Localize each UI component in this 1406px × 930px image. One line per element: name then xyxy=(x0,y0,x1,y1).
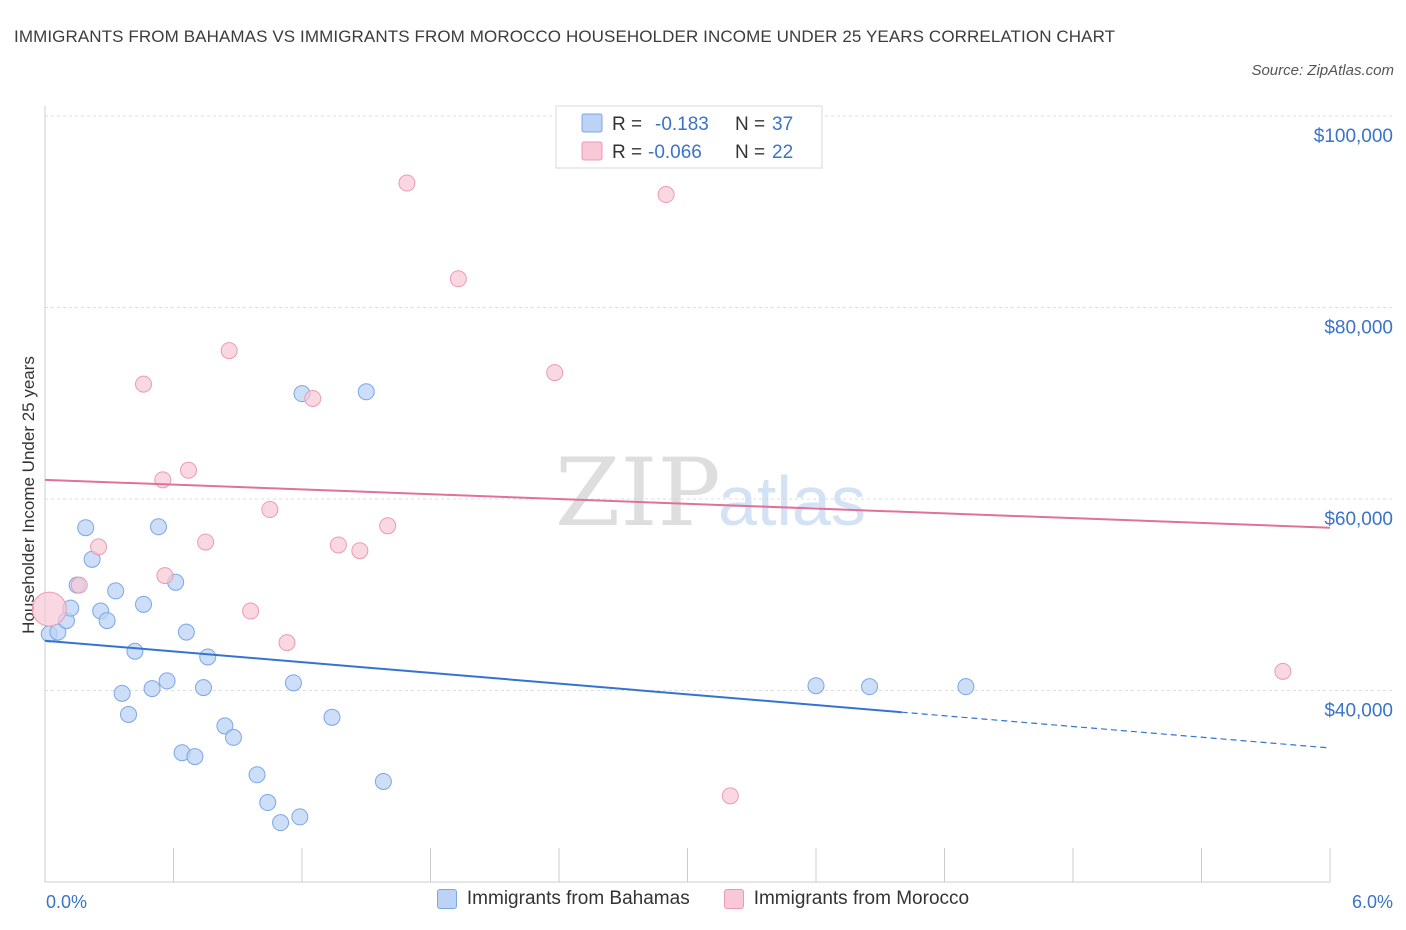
data-point-bahamas xyxy=(77,519,95,537)
bottom-legend-swatch-morocco xyxy=(723,889,744,909)
data-point-bahamas xyxy=(323,708,341,726)
y-tick-label: $80,000 xyxy=(1324,318,1393,339)
grid-lines xyxy=(45,115,1395,691)
data-point-morocco xyxy=(351,542,369,560)
data-point-morocco xyxy=(546,364,564,382)
data-point-morocco xyxy=(261,501,279,519)
data-point-bahamas xyxy=(98,612,116,630)
stats-legend: R = -0.183 N = 37 R = -0.066 N = 22 xyxy=(555,105,823,169)
data-point-bahamas xyxy=(158,672,176,690)
chart-title: IMMIGRANTS FROM BAHAMAS VS IMMIGRANTS FR… xyxy=(14,27,1116,46)
watermark-atlas: atlas xyxy=(718,462,866,540)
trend-line-morocco xyxy=(44,478,1331,529)
data-point-morocco xyxy=(197,533,215,551)
data-point-morocco xyxy=(135,375,153,393)
legend-swatch-bahamas xyxy=(581,113,603,133)
data-point-morocco xyxy=(278,634,296,652)
data-point-bahamas xyxy=(357,383,375,401)
data-point-bahamas xyxy=(126,642,144,660)
data-point-bahamas xyxy=(272,814,290,832)
data-point-bahamas xyxy=(120,705,138,723)
data-point-bahamas xyxy=(135,595,153,613)
y-tick-label: $60,000 xyxy=(1324,509,1393,530)
data-point-morocco xyxy=(70,576,88,594)
data-point-morocco xyxy=(220,342,238,360)
legend-bahamas-r-label: R = xyxy=(612,114,642,135)
data-point-morocco xyxy=(179,461,197,479)
bottom-legend-morocco: Immigrants from Morocco xyxy=(723,888,970,910)
legend-bahamas-n-value: 37 xyxy=(772,114,793,135)
data-point-morocco xyxy=(721,787,739,805)
data-point-bahamas xyxy=(186,748,204,766)
y-tick-label: $100,000 xyxy=(1314,126,1393,147)
legend-swatch-morocco xyxy=(581,141,603,161)
data-point-morocco xyxy=(657,186,675,204)
data-point-morocco xyxy=(1274,662,1292,680)
source-label: Source: ZipAtlas.com xyxy=(1251,62,1394,79)
data-point-bahamas xyxy=(284,674,302,692)
trend-line-bahamas-extension xyxy=(901,711,1331,749)
bottom-legend-label-bahamas: Immigrants from Bahamas xyxy=(466,888,690,909)
trend-line-bahamas xyxy=(44,639,902,714)
data-point-bahamas xyxy=(143,680,161,698)
legend-morocco-r-label: R = xyxy=(612,142,642,163)
data-point-bahamas xyxy=(224,728,242,746)
data-point-bahamas xyxy=(194,679,212,697)
data-point-bahamas xyxy=(374,772,392,790)
x-tick-label: 0.0% xyxy=(46,892,87,912)
data-point-bahamas xyxy=(259,794,277,812)
data-point-morocco xyxy=(90,538,108,556)
bottom-legend: Immigrants from Bahamas Immigrants from … xyxy=(0,888,1406,910)
data-point-morocco xyxy=(304,389,322,407)
data-point-bahamas xyxy=(199,648,217,666)
data-point-morocco xyxy=(242,602,260,620)
data-point-bahamas xyxy=(807,677,825,695)
legend-morocco-n-label: N = xyxy=(735,142,765,163)
legend-morocco-r-value: -0.066 xyxy=(648,142,702,163)
data-point-morocco xyxy=(379,517,397,535)
data-point-bahamas xyxy=(177,623,195,641)
legend-morocco-n-value: 22 xyxy=(772,142,793,163)
y-axis-label: Householder Income Under 25 years xyxy=(19,356,38,634)
trend-lines xyxy=(44,478,1331,749)
data-point-bahamas xyxy=(291,808,309,826)
legend-bahamas-r-value: -0.183 xyxy=(655,114,709,135)
data-point-bahamas xyxy=(957,678,975,696)
data-point-bahamas xyxy=(150,518,168,536)
data-point-bahamas xyxy=(107,582,125,600)
data-point-bahamas xyxy=(861,678,879,696)
axes xyxy=(44,106,1331,883)
data-point-bahamas xyxy=(216,717,234,735)
data-point-bahamas xyxy=(248,766,266,784)
x-tick-label: 6.0% xyxy=(1352,892,1393,912)
bottom-legend-label-morocco: Immigrants from Morocco xyxy=(753,888,970,909)
data-point-morocco xyxy=(449,270,467,288)
bottom-legend-bahamas: Immigrants from Bahamas xyxy=(436,888,690,910)
data-point-morocco xyxy=(329,536,347,554)
series-bahamas-points xyxy=(40,383,975,832)
data-point-morocco xyxy=(31,591,67,627)
y-tick-labels: $40,000 $60,000 $80,000 $100,000 xyxy=(1314,126,1393,722)
y-tick-label: $40,000 xyxy=(1324,701,1393,722)
watermark: ZIP atlas xyxy=(555,439,866,548)
data-point-morocco xyxy=(156,567,174,585)
bottom-legend-swatch-bahamas xyxy=(436,889,457,909)
watermark-zip: ZIP xyxy=(555,439,721,548)
legend-bahamas-n-label: N = xyxy=(735,114,765,135)
data-point-morocco xyxy=(398,174,416,192)
data-point-morocco xyxy=(154,471,172,489)
x-tick-labels: 0.0% 6.0% xyxy=(46,892,1393,912)
data-point-bahamas xyxy=(113,684,131,702)
